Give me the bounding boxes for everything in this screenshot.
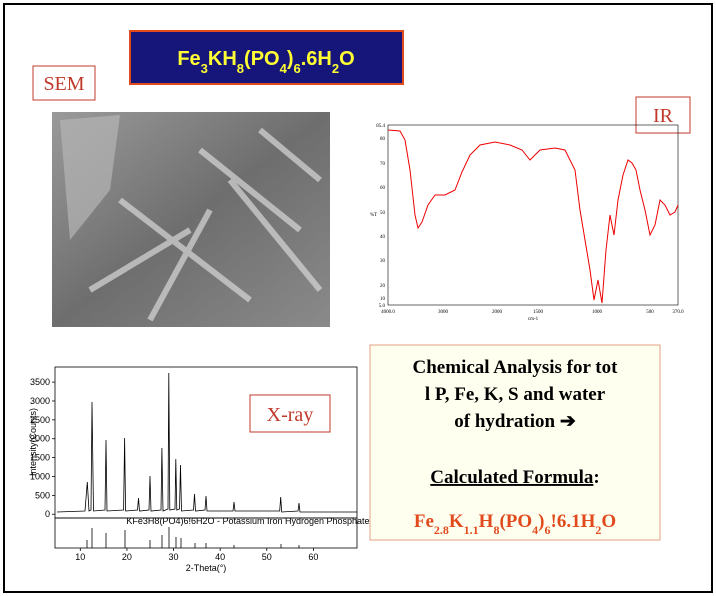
ir-label: IR [653,105,674,127]
ir-y-tick-label: 70 [380,162,386,167]
formula-part: (PO [244,48,280,70]
colon: : [593,467,599,488]
ir-x-tick-label: 370.0 [672,310,684,315]
formula-part: 1.1 [464,523,479,537]
formula-part: O [601,511,616,532]
x-tick-label: 50 [262,552,272,562]
xray-label: X-ray [267,404,314,426]
formula-part: !6.1H [551,511,596,532]
ir-y-tick-label: 5.0 [379,304,386,309]
x-tick-label: 30 [169,552,179,562]
ir-y-tick-label: 40 [380,235,386,240]
formula-part: Fe [177,48,200,70]
ir-y-tick-label: 20 [380,284,386,289]
y-tick-label: 2000 [30,434,50,444]
ir-y-tick-label: 10 [380,297,386,302]
xrd-x-label: 2-Theta(°) [186,563,227,573]
formula-part: K [449,511,464,532]
ir-x-tick-label: 2000 [492,310,503,315]
slide: Fe3KH8(PO4)6.6H2O SEM IR %T cm-1 X-ray K… [0,0,716,596]
x-tick-label: 10 [75,552,85,562]
formula-part: O [339,48,355,70]
analysis-heading: Calculated Formula: [430,467,599,488]
ir-y-tick-label: 85.4 [376,124,385,129]
analysis-line: Chemical Analysis for tot [413,357,619,378]
y-tick-label: 1500 [30,453,50,463]
ir-x-tick-label: 3000 [438,310,449,315]
ir-x-tick-label: 500 [646,310,654,315]
xrd-reference: KFe3H8(PO4)6!6H2O - Potassium Iron Hydro… [126,516,403,526]
ir-y-label: %T [370,213,377,218]
ir-x-tick-label: 4000.0 [381,310,395,315]
formula-part: 8 [237,61,244,76]
y-tick-label: 2500 [30,415,50,425]
analysis-line: of hydration ➔ [454,411,576,432]
analysis-line: l P, Fe, K, S and water [425,384,606,405]
formula-part: 3 [201,61,208,76]
formula-part: 2.8 [434,523,449,537]
x-tick-label: 20 [122,552,132,562]
formula-part: .6H [301,48,332,70]
sem-image [52,112,330,327]
formula-part: 6 [294,61,301,76]
x-tick-label: 60 [308,552,318,562]
formula-part: ) [287,48,294,70]
y-tick-label: 1000 [30,471,50,481]
formula-part: 2 [332,61,339,76]
heading: Calculated Formula [430,467,594,488]
ir-y-tick-label: 50 [380,211,386,216]
ir-x-tick-label: 1500 [533,310,544,315]
ir-y-tick-label: 80 [380,137,386,142]
y-tick-label: 3500 [30,377,50,387]
formula-part: H [479,511,494,532]
ir-x-label: cm-1 [528,317,539,322]
y-tick-label: 500 [35,490,50,500]
formula-part: KH [208,48,237,70]
sem-label: SEM [43,73,84,95]
x-tick-label: 40 [215,552,225,562]
y-tick-label: 3000 [30,396,50,406]
ir-y-tick-label: 30 [380,259,386,264]
formula-part: (PO [499,511,532,532]
ir-y-tick-label: 60 [380,186,386,191]
ir-x-tick-label: 1000 [592,310,603,315]
y-tick-label: 0 [45,509,50,519]
formula-part: Fe [414,511,434,532]
